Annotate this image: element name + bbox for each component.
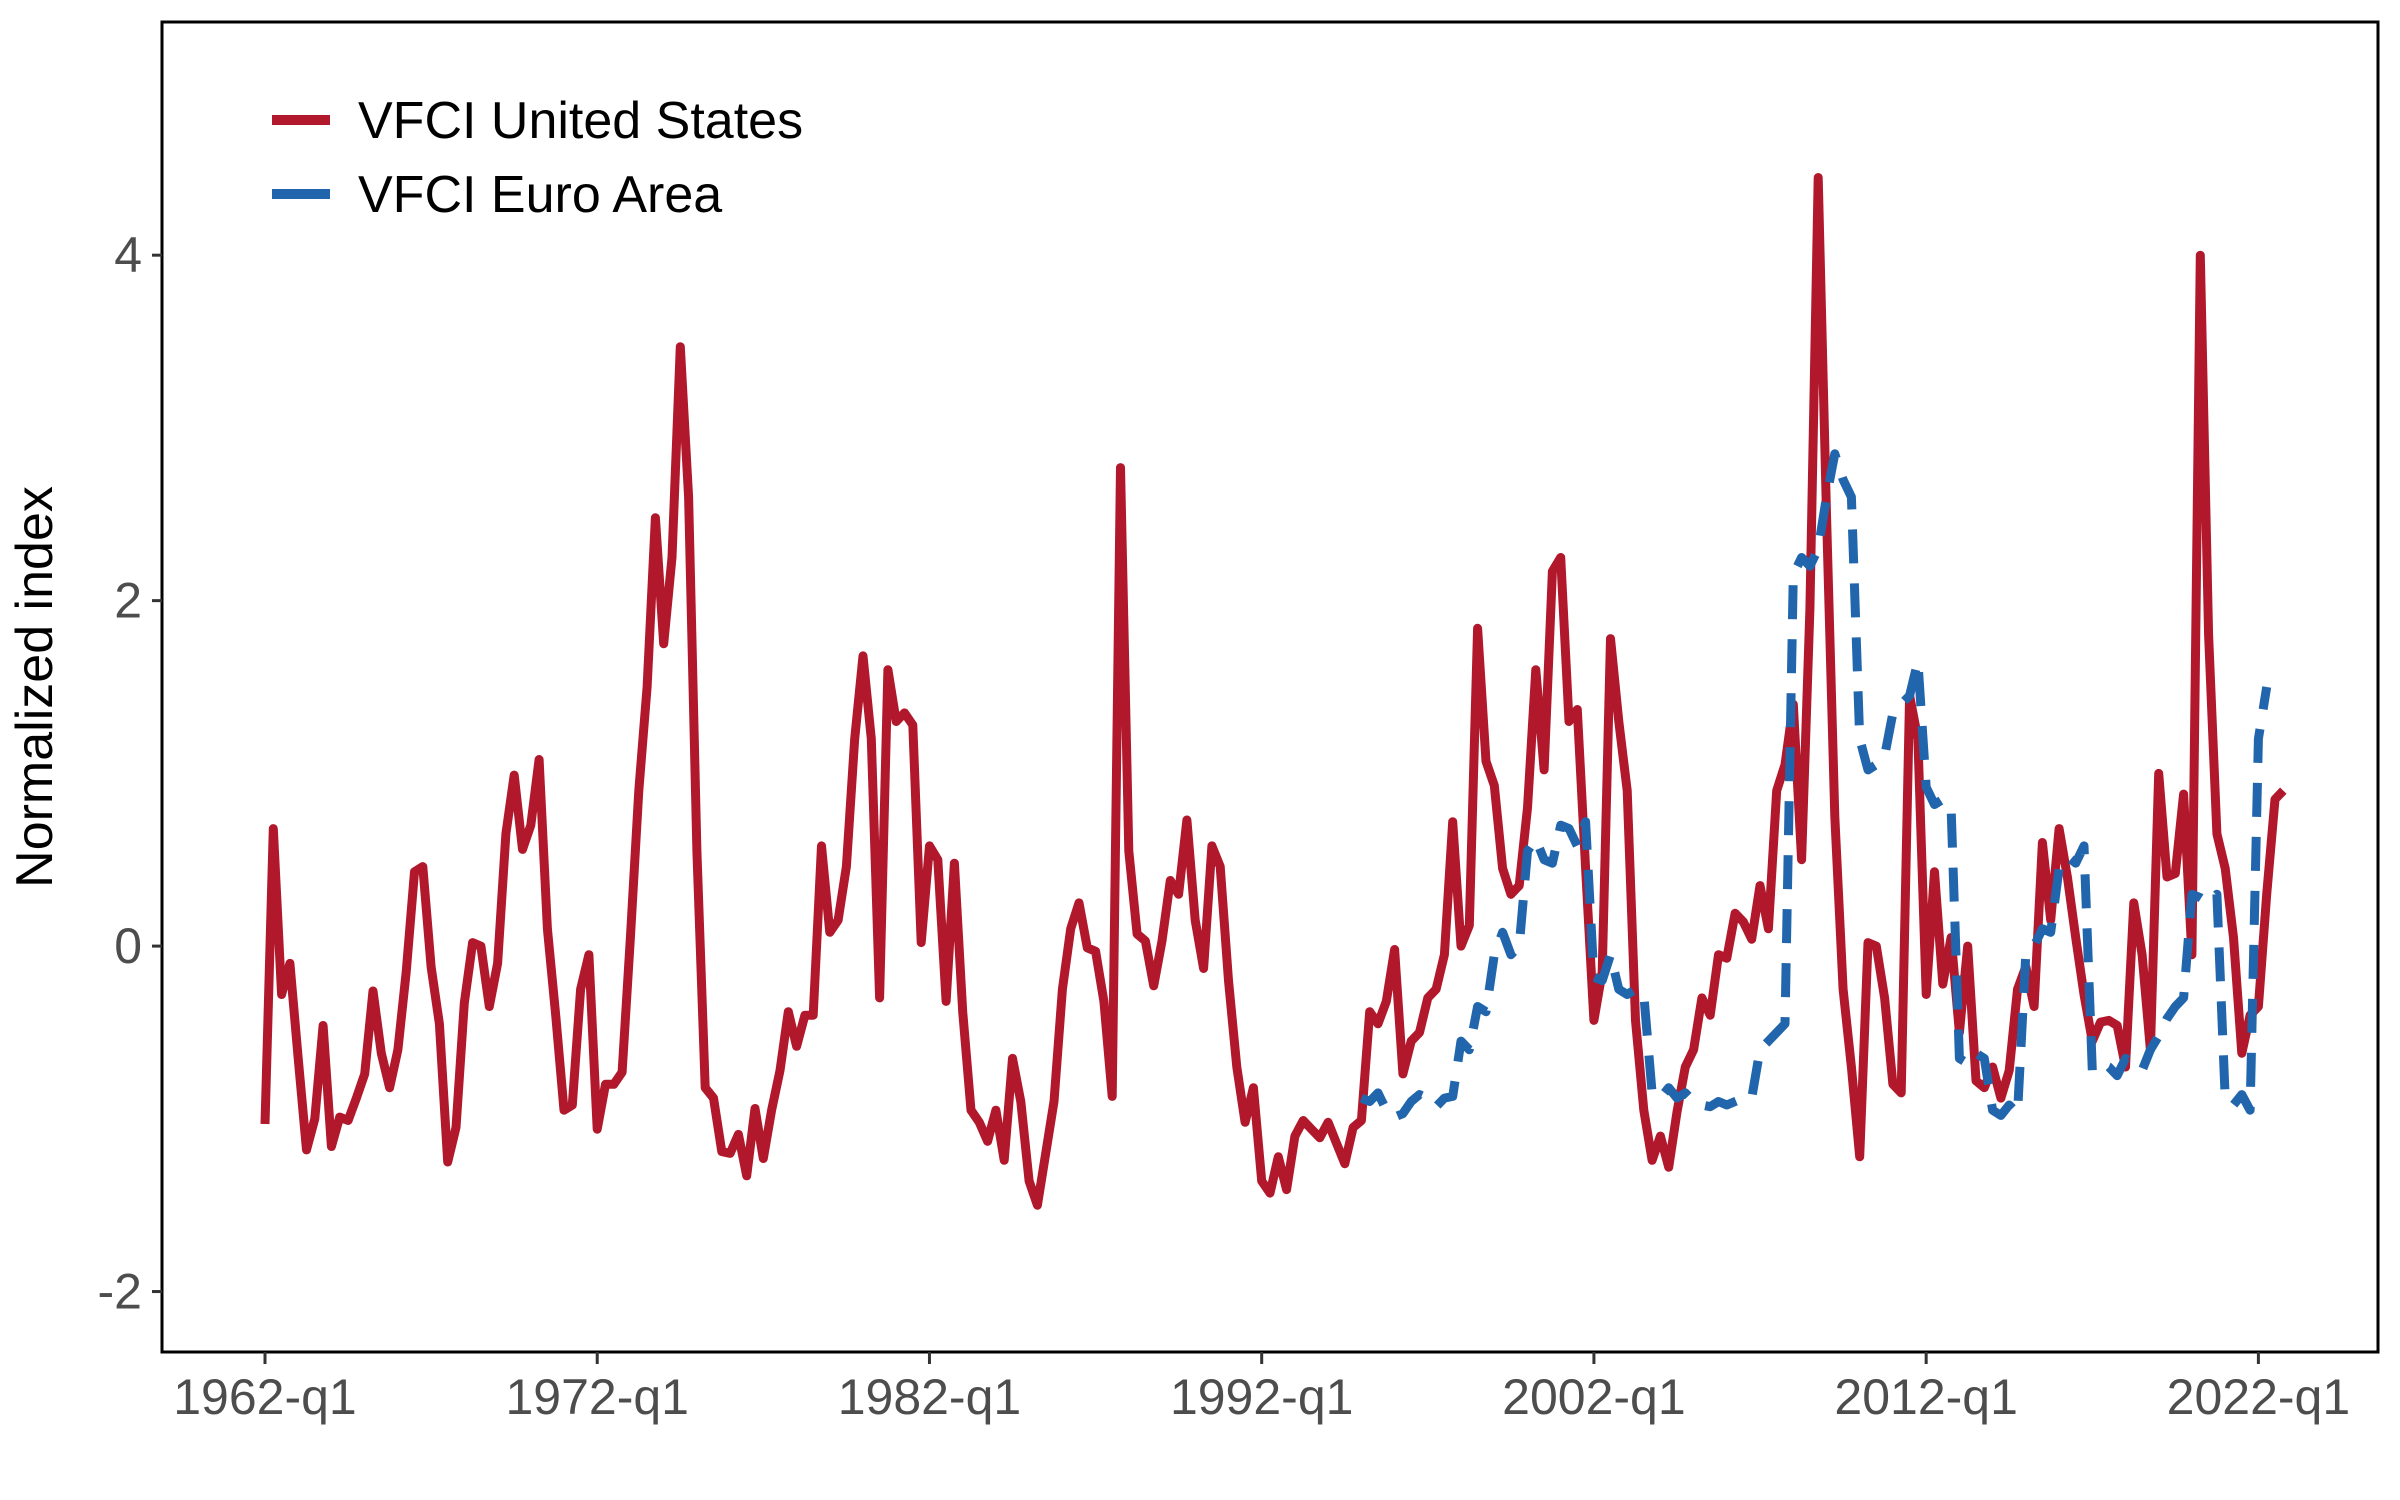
legend: VFCI United States VFCI Euro Area — [272, 92, 803, 224]
x-axis: 1962-q1 1972-q1 1982-q1 1992-q1 2002-q1 2012-… — [173, 1352, 2350, 1425]
y-tick-label: 4 — [114, 227, 142, 283]
y-tick-label: 0 — [114, 918, 142, 974]
x-tick-label: 2022-q1 — [2167, 1369, 2351, 1425]
x-tick-label: 1982-q1 — [838, 1369, 1022, 1425]
x-tick-label: 1962-q1 — [173, 1369, 357, 1425]
y-tick-label: -2 — [98, 1264, 142, 1320]
y-axis-title: Normalized index — [6, 486, 64, 888]
x-tick-label: 1972-q1 — [505, 1369, 689, 1425]
x-tick-label: 1992-q1 — [1170, 1369, 1354, 1425]
series-line-euro-area — [1359, 449, 2272, 1122]
y-tick-label: 2 — [114, 573, 142, 629]
plot-frame — [160, 20, 2380, 1354]
legend-label: VFCI Euro Area — [358, 166, 722, 224]
y-axis: 4 2 0 -2 — [98, 227, 162, 1320]
series-lines — [260, 173, 2287, 1210]
legend-label: VFCI United States — [358, 92, 803, 150]
series-line-united-states — [260, 173, 2287, 1210]
x-tick-label: 2012-q1 — [1834, 1369, 2018, 1425]
x-tick-label: 2002-q1 — [1502, 1369, 1686, 1425]
